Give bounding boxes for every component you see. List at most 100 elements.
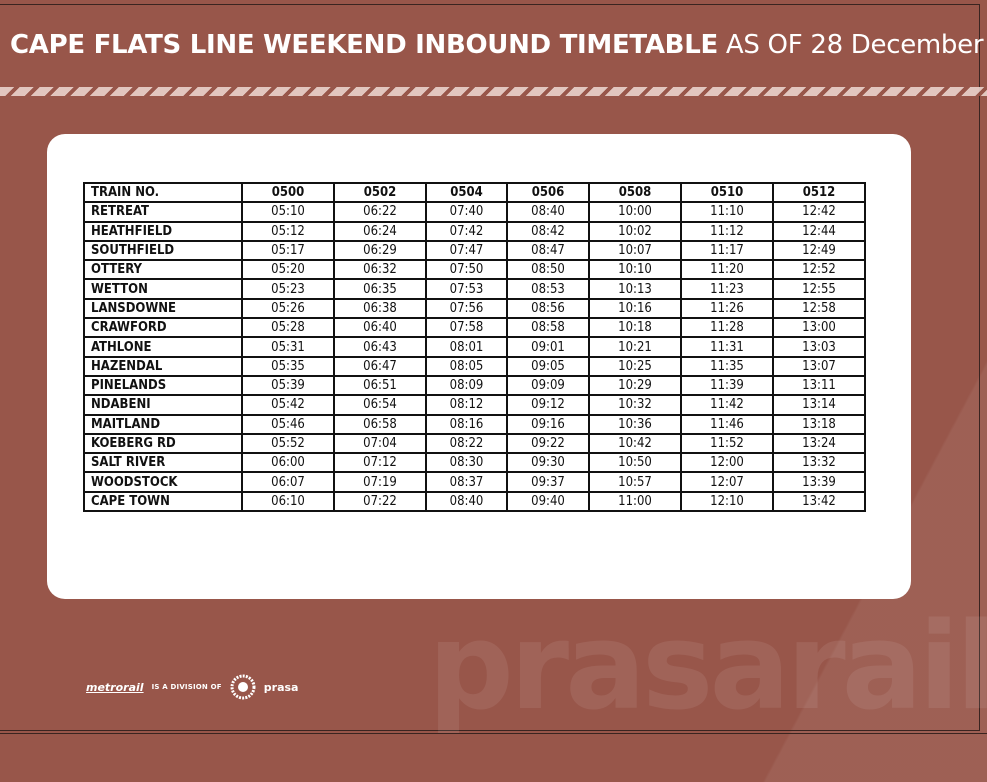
departure-time: 12:44	[772, 220, 866, 242]
departure-time: 10:21	[588, 336, 682, 358]
departure-time: 12:00	[680, 452, 774, 474]
departure-time: 10:13	[588, 278, 682, 300]
station-name: PINELANDS	[83, 374, 243, 397]
departure-time: 11:20	[680, 259, 774, 281]
table-row: HEATHFIELD 05:12 06:24 07:42 08:42 10:02 11:12…	[83, 220, 866, 242]
table-row: PINELANDS 05:39 06:51 08:09 09:09 10:29 11:39 1…	[83, 374, 866, 397]
table-row: SOUTHFIELD 05:17 06:29 07:47 08:47 10:07 11:17…	[83, 239, 866, 262]
departure-time: 10:02	[588, 220, 682, 242]
departure-time: 11:31	[680, 336, 774, 358]
departure-time: 11:52	[680, 432, 774, 455]
departure-time: 10:32	[588, 394, 682, 416]
departure-time: 06:54	[333, 394, 427, 416]
departure-time: 08:40	[506, 201, 590, 223]
departure-time: 11:12	[680, 220, 774, 242]
departure-time: 10:29	[588, 374, 682, 397]
departure-time: 06:10	[241, 490, 335, 513]
metrorail-logo-text: metrorail	[86, 680, 144, 694]
departure-time: 05:26	[241, 297, 335, 320]
station-name: WOODSTOCK	[83, 471, 243, 493]
departure-time: 05:23	[241, 278, 335, 300]
station-name: LANSDOWNE	[83, 297, 243, 320]
departure-time: 13:18	[772, 413, 866, 435]
departure-time: 07:22	[333, 490, 427, 513]
departure-time: 10:57	[588, 471, 682, 493]
departure-time: 07:42	[425, 220, 508, 242]
departure-time: 06:43	[333, 336, 427, 358]
departure-time: 13:24	[772, 432, 866, 455]
departure-time: 05:17	[241, 239, 335, 262]
station-name: NDABENI	[83, 394, 243, 416]
table-row: RETREAT 05:10 06:22 07:40 08:40 10:00 11:10 12:…	[83, 201, 866, 223]
table-row: HAZENDAL 05:35 06:47 08:05 09:05 10:25 11:35 13…	[83, 355, 866, 377]
table-header-row: TRAIN NO. 0500 0502 0504 0506 0508 0510 …	[83, 181, 866, 204]
departure-time: 08:58	[506, 317, 590, 339]
departure-time: 12:52	[772, 259, 866, 281]
departure-time: 11:35	[680, 355, 774, 377]
departure-time: 12:10	[680, 490, 774, 513]
departure-time: 11:39	[680, 374, 774, 397]
departure-time: 08:53	[506, 278, 590, 300]
departure-time: 05:46	[241, 413, 335, 435]
page-title: CAPE FLATS LINE WEEKEND INBOUND TIMETABL…	[10, 30, 987, 60]
station-name: CAPE TOWN	[83, 490, 243, 513]
departure-time: 06:24	[333, 220, 427, 242]
departure-time: 05:42	[241, 394, 335, 416]
departure-time: 06:29	[333, 239, 427, 262]
departure-time: 08:16	[425, 413, 508, 435]
departure-time: 05:12	[241, 220, 335, 242]
departure-time: 08:01	[425, 336, 508, 358]
table-row: WETTON 05:23 06:35 07:53 08:53 10:13 11:23 12:5…	[83, 278, 866, 300]
header-train: 0502	[333, 181, 427, 204]
station-name: CRAWFORD	[83, 317, 243, 339]
station-name: HAZENDAL	[83, 355, 243, 377]
departure-time: 05:31	[241, 336, 335, 358]
table-row: CRAWFORD 05:28 06:40 07:58 08:58 10:18 11:28 13…	[83, 317, 866, 339]
departure-time: 06:00	[241, 452, 335, 474]
departure-time: 08:42	[506, 220, 590, 242]
departure-time: 09:30	[506, 452, 590, 474]
departure-time: 11:42	[680, 394, 774, 416]
departure-time: 06:58	[333, 413, 427, 435]
prasarail-watermark: prasarail	[428, 598, 987, 737]
departure-time: 07:40	[425, 201, 508, 223]
departure-time: 13:00	[772, 317, 866, 339]
departure-time: 10:00	[588, 201, 682, 223]
departure-time: 05:10	[241, 201, 335, 223]
departure-time: 09:16	[506, 413, 590, 435]
departure-time: 05:28	[241, 317, 335, 339]
departure-time: 11:00	[588, 490, 682, 513]
departure-time: 06:40	[333, 317, 427, 339]
departure-time: 06:47	[333, 355, 427, 377]
departure-time: 07:04	[333, 432, 427, 455]
departure-time: 08:56	[506, 297, 590, 320]
departure-time: 08:30	[425, 452, 508, 474]
departure-time: 13:07	[772, 355, 866, 377]
header-train: 0506	[506, 181, 590, 204]
table-row: OTTERY 05:20 06:32 07:50 08:50 10:10 11:20 12:5…	[83, 259, 866, 281]
table-row: WOODSTOCK 06:07 07:19 08:37 09:37 10:57 12:07 1…	[83, 471, 866, 493]
frame-border	[0, 4, 980, 731]
departure-time: 05:20	[241, 259, 335, 281]
timetable-table: TRAIN NO. 0500 0502 0504 0506 0508 0510 …	[83, 181, 866, 513]
departure-time: 12:42	[772, 201, 866, 223]
departure-time: 11:10	[680, 201, 774, 223]
departure-time: 13:42	[772, 490, 866, 513]
station-name: SOUTHFIELD	[83, 239, 243, 262]
table-row: KOEBERG RD 05:52 07:04 08:22 09:22 10:42 11:52…	[83, 432, 866, 455]
division-text: IS A DIVISION OF	[151, 683, 222, 691]
departure-time: 11:26	[680, 297, 774, 320]
departure-time: 06:38	[333, 297, 427, 320]
departure-time: 09:40	[506, 490, 590, 513]
departure-time: 07:56	[425, 297, 508, 320]
departure-time: 11:46	[680, 413, 774, 435]
departure-time: 09:37	[506, 471, 590, 493]
table-row: SALT RIVER 06:00 07:12 08:30 09:30 10:50 12:00…	[83, 452, 866, 474]
station-name: WETTON	[83, 278, 243, 300]
departure-time: 10:50	[588, 452, 682, 474]
departure-time: 05:35	[241, 355, 335, 377]
departure-time: 08:22	[425, 432, 508, 455]
departure-time: 12:55	[772, 278, 866, 300]
departure-time: 13:32	[772, 452, 866, 474]
prasa-logo-icon	[230, 674, 256, 700]
